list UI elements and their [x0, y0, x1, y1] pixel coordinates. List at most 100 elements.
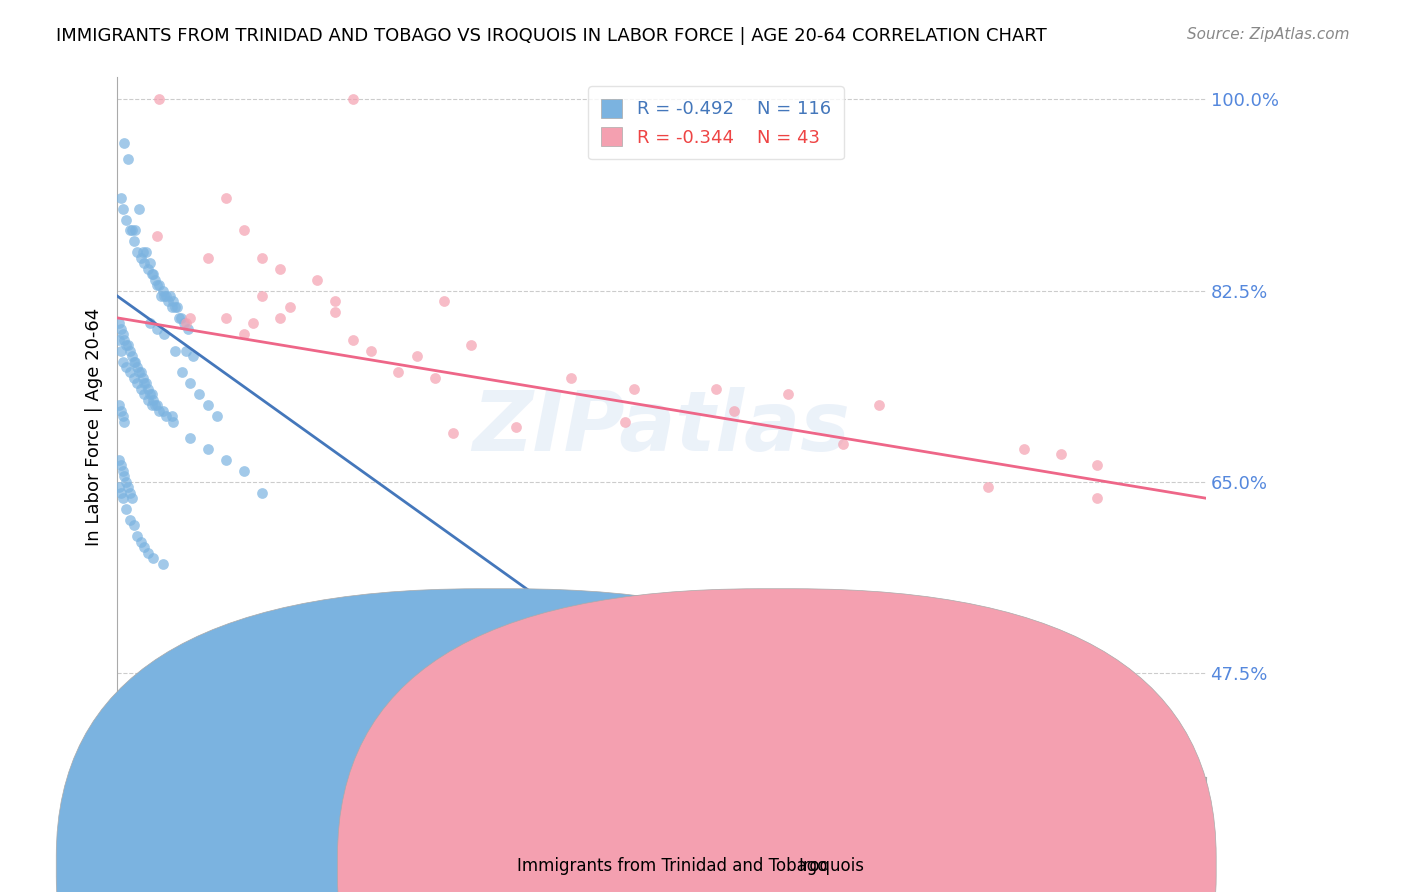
Point — [179, 310, 201, 325]
Point — [723, 403, 745, 417]
Point — [118, 223, 141, 237]
Point — [143, 272, 166, 286]
Point — [360, 343, 382, 358]
Point — [108, 453, 131, 467]
Point — [110, 485, 132, 500]
Point — [127, 359, 149, 374]
Point — [131, 371, 153, 385]
Point — [115, 212, 138, 227]
Point — [115, 359, 138, 374]
Point — [252, 485, 274, 500]
Point — [143, 398, 166, 412]
Point — [142, 551, 165, 566]
Point — [179, 431, 201, 445]
Point — [242, 316, 264, 330]
Point — [139, 316, 162, 330]
Point — [148, 92, 170, 106]
Point — [142, 392, 165, 407]
Point — [142, 267, 165, 281]
Point — [704, 382, 727, 396]
Text: 0.0%: 0.0% — [117, 815, 163, 833]
Point — [623, 382, 645, 396]
Point — [134, 256, 156, 270]
Point — [111, 464, 134, 478]
Point — [128, 202, 150, 216]
Point — [148, 403, 170, 417]
Point — [177, 322, 200, 336]
Point — [233, 327, 256, 342]
Point — [160, 409, 183, 424]
Point — [614, 415, 637, 429]
Point — [108, 480, 131, 494]
Text: IMMIGRANTS FROM TRINIDAD AND TOBAGO VS IROQUOIS IN LABOR FORCE | AGE 20-64 CORRE: IMMIGRANTS FROM TRINIDAD AND TOBAGO VS I… — [56, 27, 1047, 45]
Point — [114, 415, 136, 429]
Point — [1085, 458, 1108, 473]
Point — [560, 371, 582, 385]
Point — [135, 245, 157, 260]
Point — [342, 333, 364, 347]
Point — [668, 704, 690, 718]
Point — [152, 557, 174, 571]
Point — [323, 294, 346, 309]
Point — [118, 485, 141, 500]
Point — [152, 403, 174, 417]
Point — [149, 289, 172, 303]
Point — [305, 272, 328, 286]
Point — [153, 289, 176, 303]
Point — [252, 251, 274, 265]
Point — [197, 398, 219, 412]
Point — [167, 310, 190, 325]
Point — [1085, 491, 1108, 505]
Point — [269, 261, 291, 276]
Point — [124, 354, 146, 368]
Point — [118, 513, 141, 527]
Point — [269, 310, 291, 325]
Point — [686, 731, 709, 746]
Point — [131, 245, 153, 260]
Point — [110, 191, 132, 205]
Point — [146, 322, 169, 336]
Point — [146, 278, 169, 293]
Text: Source: ZipAtlas.com: Source: ZipAtlas.com — [1187, 27, 1350, 42]
Point — [111, 491, 134, 505]
Point — [115, 338, 138, 352]
Point — [148, 278, 170, 293]
Point — [122, 235, 145, 249]
Point — [127, 245, 149, 260]
Point — [387, 366, 409, 380]
Point — [117, 338, 139, 352]
Point — [173, 316, 195, 330]
Point — [197, 251, 219, 265]
Point — [162, 294, 184, 309]
Point — [183, 349, 205, 363]
Point — [127, 529, 149, 543]
Point — [778, 387, 800, 401]
Point — [117, 153, 139, 167]
Point — [165, 300, 187, 314]
Point — [179, 376, 201, 391]
Point — [134, 387, 156, 401]
Point — [165, 343, 187, 358]
Point — [159, 289, 181, 303]
Point — [215, 310, 238, 325]
Text: ZIPatlas: ZIPatlas — [472, 386, 851, 467]
Point — [1049, 447, 1071, 461]
Point — [121, 491, 143, 505]
Point — [139, 387, 162, 401]
Point — [136, 546, 159, 560]
Point — [146, 398, 169, 412]
Point — [868, 398, 890, 412]
Point — [433, 294, 456, 309]
Point — [124, 223, 146, 237]
Y-axis label: In Labor Force | Age 20-64: In Labor Force | Age 20-64 — [86, 308, 103, 546]
Point — [160, 300, 183, 314]
Point — [122, 518, 145, 533]
Point — [233, 223, 256, 237]
Point — [146, 228, 169, 243]
Point — [155, 409, 177, 424]
Point — [110, 403, 132, 417]
Point — [110, 343, 132, 358]
Point — [156, 294, 179, 309]
Point — [127, 376, 149, 391]
Point — [122, 371, 145, 385]
